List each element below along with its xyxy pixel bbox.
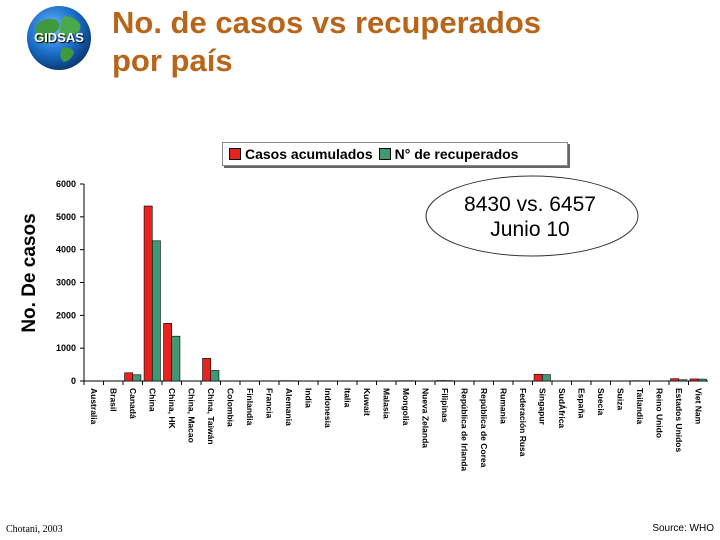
legend-label-recovered: N° de recuperados	[394, 146, 519, 162]
bar-recovered	[541, 374, 551, 382]
x-tick-label: Nueva Zelanda	[420, 388, 430, 448]
bar-cases	[670, 378, 680, 382]
x-tick-label: Finlandia	[245, 388, 255, 426]
x-tick-label: China, HK	[167, 388, 177, 429]
bar-recovered	[210, 370, 220, 382]
x-tick-label: Rumania	[498, 388, 508, 424]
bar-cases	[163, 323, 173, 382]
bar-cases	[689, 378, 699, 382]
x-tick-label: España	[576, 388, 586, 419]
callout-bubble	[425, 175, 639, 257]
chart-legend: Casos acumulados N° de recuperados	[222, 142, 568, 166]
x-tick-label: República de Irlanda	[459, 388, 469, 471]
x-tick-label: Suecia	[596, 388, 606, 416]
x-tick-label: Filipinas	[440, 388, 450, 423]
x-tick-label: China, Macao	[186, 388, 196, 443]
y-tick-label: 1000	[56, 343, 76, 353]
y-tick-label: 5000	[56, 212, 76, 222]
x-tick-label: Federación Rusa	[518, 388, 528, 457]
x-tick-label: Singapur	[537, 388, 547, 426]
bar-recovered	[171, 335, 181, 382]
x-tick-label: Australia	[89, 388, 99, 425]
bar-cases	[124, 372, 134, 382]
x-tick-labels: Australia Brasil Canadá China China, HK China…	[83, 381, 703, 471]
x-tick-label: Reino Unido	[654, 388, 664, 438]
bar-recovered	[151, 240, 161, 382]
x-tick-label: Colombia	[225, 388, 235, 427]
callout-line-1: 8430 vs. 6457	[464, 193, 596, 216]
x-tick-label: Kuwait	[362, 388, 372, 416]
x-tick-label: Italia	[342, 388, 352, 408]
legend-swatch-cases	[229, 148, 241, 160]
title-line-2: por país	[112, 43, 233, 78]
callout-line-2: Junio 10	[490, 218, 570, 241]
chart-bars	[85, 205, 707, 382]
bar-recovered	[697, 378, 707, 382]
globe-icon	[18, 4, 100, 72]
legend-swatch-recovered	[378, 148, 391, 160]
y-tick-label: 0	[71, 376, 76, 386]
y-tick-label: 3000	[56, 278, 76, 288]
x-tick-label: China, Taiwán	[206, 388, 216, 445]
x-tick-label: República de Corea	[479, 388, 489, 468]
x-tick-label: China	[147, 388, 157, 412]
bar-cases	[202, 358, 212, 382]
x-tick-label: Malasia	[381, 388, 391, 419]
y-axis-label: No. De casos	[19, 213, 40, 333]
x-tick-label: Francia	[264, 388, 274, 419]
x-tick-label: Brasil	[108, 388, 118, 412]
y-tick-label: 2000	[56, 310, 76, 320]
bar-recovered	[678, 379, 688, 382]
author-credit: Chotani, 2003	[6, 524, 63, 535]
bar-cases	[143, 205, 153, 382]
x-tick-label: Tailandia	[635, 388, 645, 424]
x-tick-label: Indonesia	[323, 388, 333, 428]
x-tick-label: India	[303, 388, 313, 408]
legend-item-recovered: N° de recuperados	[378, 146, 519, 162]
legend-label-cases: Casos acumulados	[245, 146, 373, 162]
page-title: No. de casos vs recuperados por país	[112, 4, 541, 80]
legend-item-cases: Casos acumulados	[229, 146, 373, 162]
logo-text: GIDSAS	[34, 30, 84, 45]
x-tick-label: Estados Unidos	[674, 388, 684, 453]
title-line-1: No. de casos vs recuperados	[112, 5, 542, 40]
callout-ellipse	[425, 175, 639, 257]
bar-recovered	[132, 374, 142, 382]
callout-text: 8430 vs. 6457 Junio 10	[430, 192, 630, 242]
y-tick-label: 4000	[56, 245, 76, 255]
bar-cases	[533, 373, 543, 382]
gidsas-logo	[18, 4, 100, 72]
x-tick-label: Alemania	[284, 388, 294, 426]
y-tick-label: 6000	[56, 179, 76, 189]
x-tick-label: SudÁfrica	[557, 388, 567, 428]
x-tick-label: Viet Nam	[693, 388, 703, 425]
x-tick-label: Canadá	[128, 388, 138, 419]
source-credit: Source: WHO	[652, 523, 714, 534]
x-tick-label: Suiza	[615, 388, 625, 410]
x-tick-label: Mongolia	[401, 388, 411, 426]
